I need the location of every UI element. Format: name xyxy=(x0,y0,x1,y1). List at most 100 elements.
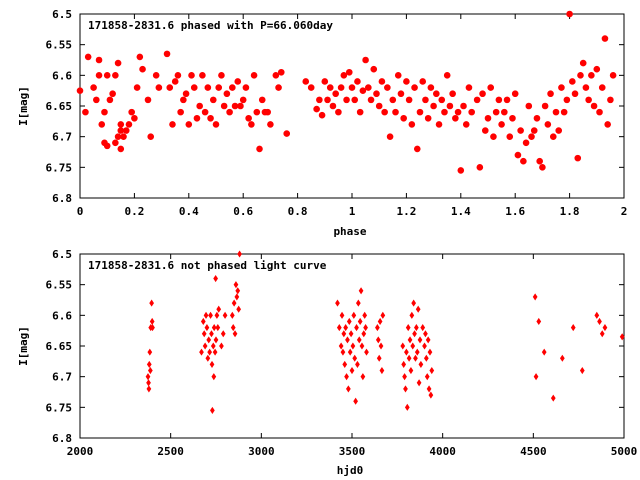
top-data-point xyxy=(569,78,576,85)
bottom-x-tick-label: 4000 xyxy=(429,445,456,458)
top-data-point xyxy=(351,96,359,104)
bottom-x-tick-label: 3000 xyxy=(248,445,275,458)
top-data-point xyxy=(405,96,413,104)
top-data-point xyxy=(218,72,225,79)
bottom-data-point xyxy=(213,336,219,344)
top-data-point xyxy=(152,72,160,79)
top-data-point xyxy=(427,84,435,91)
bottom-data-point xyxy=(418,360,424,368)
top-data-point xyxy=(109,90,116,98)
bottom-data-point xyxy=(202,342,208,350)
top-x-axis-title: phase xyxy=(333,225,366,238)
bottom-data-point xyxy=(401,360,407,368)
bottom-x-tick-label: 3500 xyxy=(339,445,366,458)
bottom-data-point xyxy=(400,342,406,350)
top-data-point xyxy=(272,72,280,79)
top-data-point xyxy=(318,111,326,119)
top-data-point xyxy=(114,133,122,140)
bottom-data-point xyxy=(219,342,224,350)
top-data-point xyxy=(544,121,552,128)
top-data-point xyxy=(394,72,402,79)
top-data-point xyxy=(558,84,565,91)
bottom-data-point xyxy=(358,287,364,295)
top-data-point xyxy=(231,102,239,110)
bottom-data-point xyxy=(222,311,228,319)
top-data-point xyxy=(120,133,127,140)
top-data-point xyxy=(460,102,467,110)
top-data-point xyxy=(196,102,203,110)
bottom-data-point xyxy=(351,311,357,319)
top-data-point xyxy=(84,53,92,61)
top-data-point xyxy=(188,72,195,79)
top-data-point xyxy=(122,127,130,134)
top-data-point xyxy=(193,114,201,122)
top-data-point xyxy=(112,139,119,147)
top-data-point xyxy=(479,90,486,98)
bottom-data-point xyxy=(146,385,152,393)
bottom-data-point xyxy=(357,317,363,326)
top-data-point xyxy=(539,164,546,171)
bottom-data-point xyxy=(205,354,211,362)
bottom-data-point xyxy=(204,324,210,332)
top-data-point xyxy=(136,53,144,61)
top-data-point xyxy=(169,121,176,128)
top-data-point xyxy=(438,96,446,104)
bottom-data-point xyxy=(415,305,421,313)
top-data-point xyxy=(430,102,437,110)
bottom-data-point xyxy=(375,324,380,332)
top-data-point xyxy=(433,90,440,98)
bottom-data-point xyxy=(209,330,214,338)
top-data-point xyxy=(207,114,214,122)
top-data-point xyxy=(585,96,592,104)
bottom-data-point xyxy=(409,311,415,319)
top-data-point xyxy=(250,72,258,79)
top-x-tick-label: 2 xyxy=(621,205,628,218)
bottom-y-tick-label: 6.75 xyxy=(46,401,73,414)
top-data-point xyxy=(533,114,541,122)
bottom-data-point xyxy=(211,324,217,332)
top-data-point xyxy=(209,96,217,104)
bottom-x-tick-label: 5000 xyxy=(611,445,638,458)
top-data-point xyxy=(408,121,416,128)
bottom-y-tick-label: 6.55 xyxy=(46,279,73,292)
top-data-point xyxy=(604,121,611,128)
top-y-tick-label: 6.55 xyxy=(46,39,73,52)
bottom-y-tick-label: 6.8 xyxy=(52,432,72,445)
top-data-point xyxy=(95,56,103,64)
top-data-point xyxy=(547,90,554,98)
bottom-data-point xyxy=(597,317,602,326)
bottom-data-point xyxy=(209,360,215,368)
top-data-point xyxy=(139,65,146,73)
bottom-data-point xyxy=(619,333,625,341)
bottom-y-tick-label: 6.7 xyxy=(52,371,72,384)
bottom-data-point xyxy=(210,406,215,414)
bottom-data-point xyxy=(338,342,344,350)
top-data-point xyxy=(481,127,489,134)
top-data-point xyxy=(112,72,119,79)
top-data-point xyxy=(335,108,342,116)
top-data-point xyxy=(82,108,89,116)
top-data-point xyxy=(555,127,563,134)
top-data-point xyxy=(452,114,459,122)
bottom-data-point xyxy=(602,324,608,332)
bottom-data-point xyxy=(213,274,218,283)
top-data-point xyxy=(373,90,380,98)
bottom-data-point xyxy=(200,317,206,326)
top-data-point xyxy=(487,84,495,91)
top-data-point xyxy=(337,84,345,91)
top-data-point xyxy=(256,145,263,153)
top-data-point xyxy=(492,108,500,116)
top-data-point xyxy=(536,157,543,165)
top-data-point xyxy=(215,84,223,91)
bottom-data-point xyxy=(342,360,348,368)
top-data-point xyxy=(163,50,171,58)
top-data-point xyxy=(226,108,233,116)
top-data-point xyxy=(313,105,320,113)
top-data-point xyxy=(609,72,617,79)
top-data-point xyxy=(392,108,399,116)
top-data-point xyxy=(552,108,560,116)
top-data-point xyxy=(582,84,590,91)
top-data-point xyxy=(229,84,236,91)
bottom-data-point xyxy=(146,379,151,387)
